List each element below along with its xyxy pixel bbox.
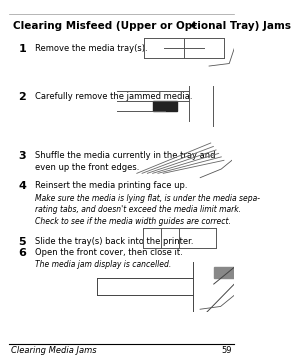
Text: 59: 59 bbox=[221, 346, 232, 355]
Text: 1: 1 bbox=[18, 44, 26, 54]
Text: Carefully remove the jammed media.: Carefully remove the jammed media. bbox=[35, 92, 193, 102]
Text: Clearing Misfeed (Upper or Optional Tray) Jams: Clearing Misfeed (Upper or Optional Tray… bbox=[14, 21, 291, 31]
Text: Remove the media tray(s).: Remove the media tray(s). bbox=[35, 44, 148, 53]
Text: Open the front cover, then close it.: Open the front cover, then close it. bbox=[35, 249, 183, 257]
Text: 3: 3 bbox=[18, 151, 26, 161]
Text: 5: 5 bbox=[18, 237, 26, 247]
Text: The media jam display is cancelled.: The media jam display is cancelled. bbox=[35, 260, 171, 269]
Text: Make sure the media is lying flat, is under the media sepa-
rating tabs, and doe: Make sure the media is lying flat, is un… bbox=[35, 194, 260, 226]
Text: 4: 4 bbox=[18, 181, 26, 191]
Text: Reinsert the media printing face up.: Reinsert the media printing face up. bbox=[35, 181, 188, 190]
Text: Clearing Media Jams: Clearing Media Jams bbox=[11, 346, 97, 355]
Text: Shuffle the media currently in the tray and
even up the front edges.: Shuffle the media currently in the tray … bbox=[35, 151, 215, 172]
Text: 2: 2 bbox=[18, 92, 26, 102]
Text: 6: 6 bbox=[18, 249, 26, 258]
Text: ✦: ✦ bbox=[189, 21, 197, 31]
Text: Slide the tray(s) back into the printer.: Slide the tray(s) back into the printer. bbox=[35, 237, 194, 246]
